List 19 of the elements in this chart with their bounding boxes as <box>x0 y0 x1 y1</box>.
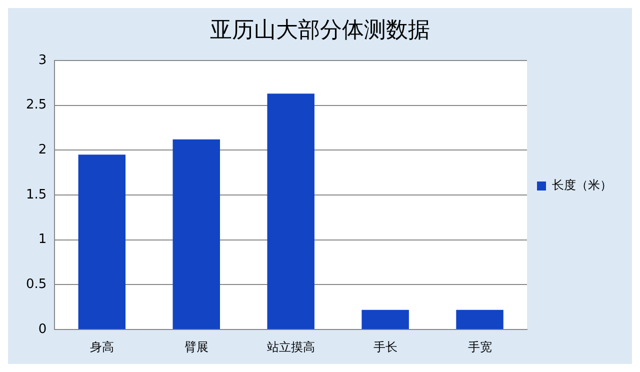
y-tick-label: 0 <box>38 322 47 337</box>
bar <box>362 310 409 330</box>
bar <box>267 94 314 330</box>
x-tick-label: 手长 <box>373 340 398 354</box>
x-tick-label: 身高 <box>90 340 114 354</box>
bar <box>78 154 126 330</box>
legend-label: 长度（米） <box>552 178 612 192</box>
y-tick-label: 2 <box>38 142 47 158</box>
y-tick-label: 0.5 <box>26 277 47 292</box>
x-tick-label: 站立摸高 <box>266 340 315 354</box>
bar <box>456 310 504 330</box>
x-tick-label: 臂展 <box>184 340 208 354</box>
chart-title: 亚历山大部分体测数据 <box>210 18 430 43</box>
y-tick-label: 1.5 <box>26 187 47 202</box>
x-tick-label: 手宽 <box>468 340 492 354</box>
y-tick-label: 1 <box>38 232 47 248</box>
bar <box>172 139 220 330</box>
y-tick-label: 3 <box>38 52 47 68</box>
y-tick-label: 2.5 <box>26 98 47 113</box>
